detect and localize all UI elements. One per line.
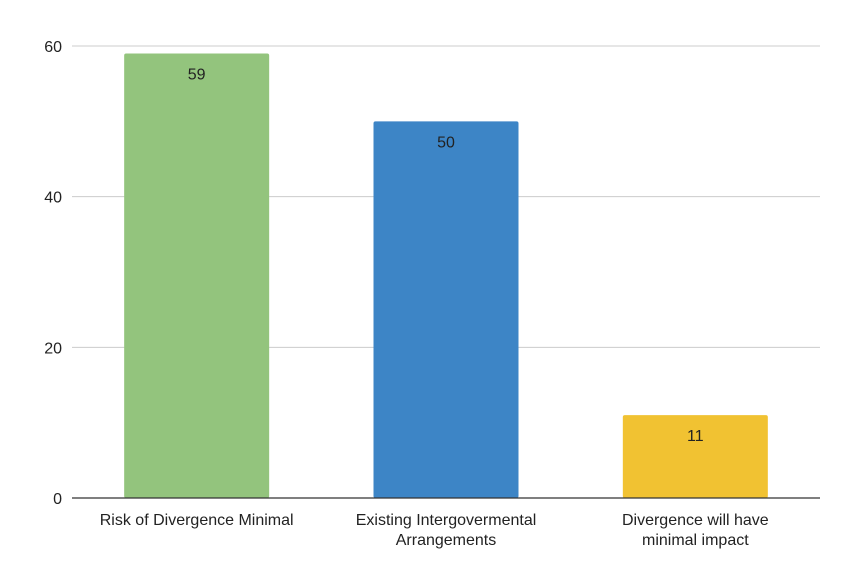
y-axis-ticks: 0 20 40 60 bbox=[44, 39, 62, 508]
x-category-label: minimal impact bbox=[642, 532, 749, 549]
x-category-label: Existing Intergovermental bbox=[356, 512, 537, 529]
x-category-label: Arrangements bbox=[396, 532, 497, 549]
x-category-label: Risk of Divergence Minimal bbox=[100, 512, 294, 529]
bar bbox=[622, 415, 768, 498]
data-label: 11 bbox=[687, 428, 704, 445]
y-tick-label: 60 bbox=[44, 39, 62, 56]
y-tick-label: 20 bbox=[44, 340, 62, 357]
data-labels: 59 50 11 bbox=[188, 67, 704, 446]
bar bbox=[124, 53, 270, 499]
y-tick-label: 40 bbox=[44, 190, 62, 207]
data-label: 59 bbox=[188, 67, 206, 84]
x-axis-labels: Risk of Divergence Minimal Existing Inter… bbox=[100, 512, 769, 549]
x-category-label: Divergence will have bbox=[622, 512, 769, 529]
bar bbox=[373, 121, 519, 498]
data-label: 50 bbox=[437, 134, 455, 151]
y-tick-label: 0 bbox=[53, 491, 62, 508]
bars bbox=[124, 53, 768, 499]
